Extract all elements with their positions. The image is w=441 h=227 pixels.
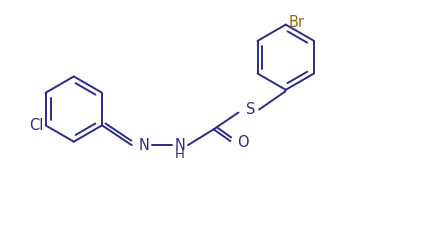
Text: O: O	[237, 135, 249, 150]
Text: S: S	[246, 102, 255, 117]
Text: Cl: Cl	[29, 118, 44, 133]
Text: N: N	[139, 138, 150, 153]
Text: Br: Br	[289, 15, 305, 30]
Text: N: N	[175, 138, 186, 153]
Text: H: H	[175, 148, 185, 161]
